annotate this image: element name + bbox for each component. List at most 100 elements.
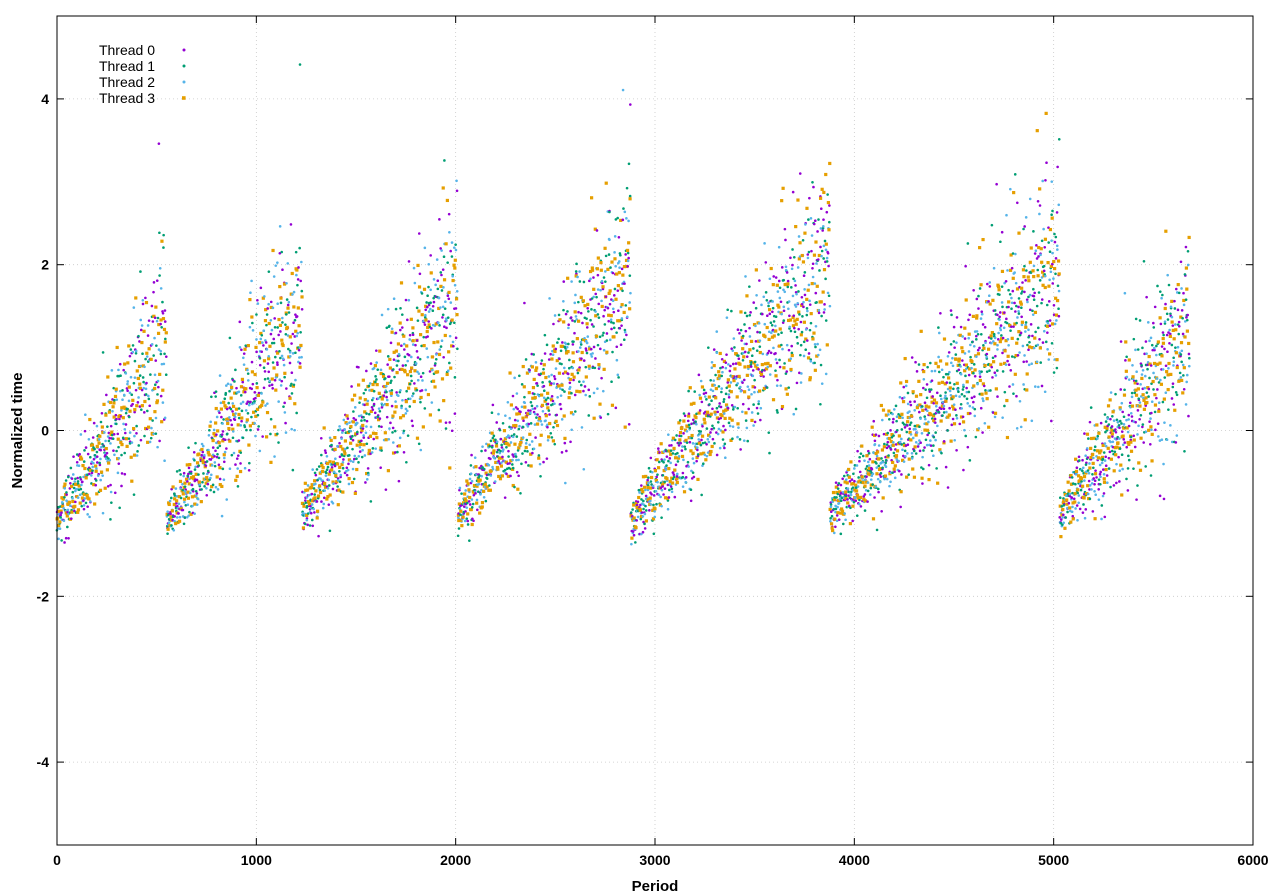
thread-0-point	[72, 455, 75, 458]
thread-1-point	[811, 181, 814, 184]
thread-0-point	[873, 496, 876, 499]
thread-2-point	[1024, 216, 1028, 219]
thread-2-point	[511, 435, 515, 439]
thread-1-point	[233, 380, 236, 383]
thread-0-point	[791, 190, 795, 194]
thread-1-point	[143, 434, 146, 438]
thread-1-point	[926, 365, 929, 369]
thread-2-point	[328, 436, 332, 440]
thread-3-point	[106, 375, 110, 379]
thread-0-point	[758, 279, 761, 282]
thread-3-point	[142, 329, 146, 333]
thread-3-point	[298, 365, 302, 369]
thread-3-point	[656, 466, 661, 470]
thread-0-point	[554, 347, 558, 351]
thread-3-point	[942, 441, 946, 445]
thread-2-point	[234, 412, 237, 415]
thread-1-point	[774, 369, 777, 372]
thread-3-point	[480, 505, 484, 509]
thread-1-point	[492, 434, 496, 438]
thread-1-point	[515, 435, 519, 438]
thread-1-point	[888, 417, 891, 421]
thread-0-point	[215, 433, 218, 436]
thread-0-point	[946, 486, 950, 489]
thread-3-point	[1003, 349, 1007, 353]
thread-1-point	[849, 506, 852, 510]
thread-3-point	[880, 448, 885, 452]
thread-2-point	[1020, 323, 1024, 327]
thread-1-point	[175, 470, 179, 473]
thread-1-point	[65, 491, 68, 494]
thread-0-point	[261, 435, 264, 438]
thread-1-point	[201, 480, 204, 484]
thread-0-point	[792, 314, 796, 317]
thread-2-point	[301, 511, 305, 515]
thread-1-point	[224, 391, 228, 395]
thread-1-point	[784, 372, 788, 375]
thread-0-point	[996, 338, 1000, 341]
thread-3-point	[875, 472, 879, 476]
thread-2-point	[901, 448, 904, 452]
thread-3-point	[691, 451, 695, 455]
thread-0-point	[200, 453, 204, 457]
thread-1-point	[64, 479, 68, 482]
thread-3-point	[1014, 353, 1018, 358]
thread-2-point	[442, 286, 445, 289]
thread-2-point	[358, 445, 362, 449]
thread-1-point	[416, 319, 420, 322]
thread-1-point	[787, 386, 791, 389]
thread-1-point	[255, 313, 258, 316]
thread-1-point	[752, 403, 755, 406]
thread-1-point	[213, 464, 217, 468]
thread-3-point	[123, 406, 127, 411]
thread-0-point	[802, 274, 806, 278]
thread-1-point	[317, 465, 321, 468]
thread-0-point	[624, 253, 627, 256]
thread-2-point	[157, 348, 161, 351]
thread-0-point	[877, 490, 880, 494]
thread-3-point	[402, 334, 406, 338]
thread-1-point	[930, 449, 934, 453]
thread-3-point	[425, 329, 429, 334]
thread-2-point	[748, 335, 752, 338]
thread-3-point	[341, 447, 345, 451]
thread-2-point	[823, 308, 826, 311]
thread-1-point	[203, 484, 206, 488]
thread-2-point	[906, 452, 909, 455]
thread-2-point	[758, 339, 762, 342]
thread-3-point	[463, 497, 467, 501]
thread-3-point	[844, 490, 848, 494]
thread-3-point	[269, 305, 273, 310]
thread-3-point	[388, 357, 392, 362]
thread-1-point	[389, 381, 392, 385]
thread-2-point	[126, 380, 130, 383]
thread-1-point	[1011, 252, 1015, 255]
thread-2-point	[793, 279, 797, 283]
thread-2-point	[493, 456, 496, 460]
thread-0-point	[238, 320, 242, 324]
thread-2-point	[698, 393, 701, 397]
thread-2-point	[783, 290, 787, 294]
thread-3-point	[897, 434, 901, 438]
thread-1-point	[827, 294, 831, 298]
thread-2-point	[813, 343, 817, 346]
thread-1-point	[374, 380, 377, 384]
thread-2-point	[914, 440, 918, 444]
thread-0-point	[385, 415, 389, 419]
thread-2-point	[181, 482, 184, 486]
thread-2-point	[268, 379, 272, 383]
thread-1-point	[327, 484, 331, 487]
thread-3-point	[449, 366, 453, 370]
thread-3-point	[513, 442, 517, 446]
thread-1-point	[336, 485, 339, 488]
thread-1-point	[738, 438, 742, 441]
thread-0-point	[683, 414, 687, 418]
thread-3-point	[149, 357, 153, 361]
thread-1-point	[517, 427, 521, 431]
thread-0-point	[169, 512, 172, 516]
thread-1-point	[892, 451, 896, 455]
thread-2-point	[103, 431, 106, 434]
thread-2-point	[576, 275, 579, 279]
thread-3-point	[1009, 253, 1013, 257]
thread-0-point	[835, 514, 839, 517]
